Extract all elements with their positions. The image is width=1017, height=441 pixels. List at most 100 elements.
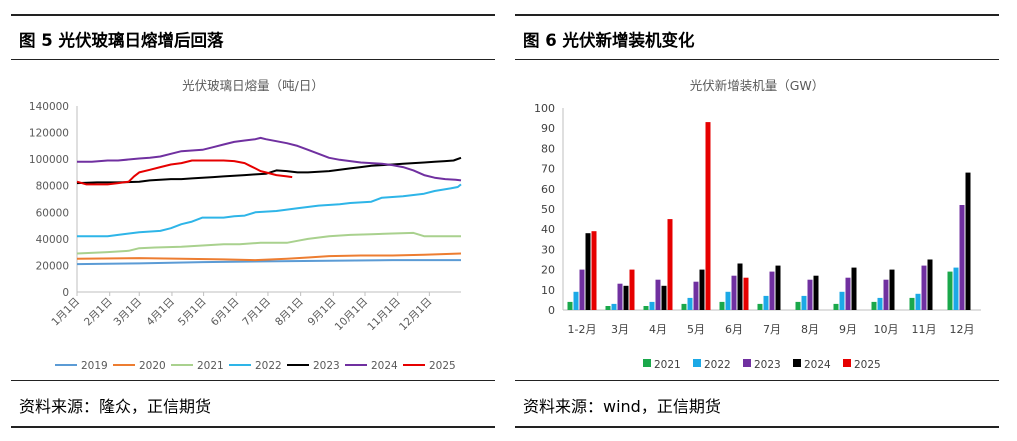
legend-swatch-2021 [643,359,651,367]
y-tick-label: 140000 [29,101,69,113]
bar-2024-4月 [661,285,667,310]
figure-footer: 资料来源：wind，正信期货 [515,380,999,428]
x-tick-label: 5月1日 [176,296,209,329]
y-tick-label: 20000 [36,260,69,272]
bar-2024-10月 [889,269,895,310]
y-tick-label: 30 [541,243,555,256]
bar-2021-5月 [681,303,687,310]
bar-2022-12月 [953,267,959,310]
figure-header: 图 6 光伏新增装机变化 [515,14,999,60]
series-line-2022 [77,183,462,238]
bar-2022-9月 [839,291,845,310]
x-tick-label: 3月1日 [112,296,145,329]
y-tick-label: 10 [541,284,555,297]
bar-2023-5月 [693,281,699,310]
legend-label-2019: 2019 [81,360,108,372]
x-tick-label: 1月1日 [49,296,82,329]
legend-label-2021: 2021 [197,360,224,372]
figure-panel-pv-installs: 图 6 光伏新增装机变化 光伏新增装机量（GW） 0 10 20 30 40 50 60 70 8… [515,14,999,428]
x-tick-label: 1-2月 [568,323,597,336]
bar-2024-8月 [813,275,819,310]
legend-label-2021: 2021 [654,359,681,371]
series-line-2025 [76,159,293,186]
bar-2022-3月 [611,303,617,310]
y-tick-label: 50 [541,203,555,216]
bar-2024-5月 [699,269,705,310]
x-tick-label: 5月 [687,323,705,336]
bar-2023-6月 [731,275,737,310]
x-tick-label: 6月1日 [209,296,242,329]
series-line-2019 [76,259,461,266]
legend-label-2023: 2023 [313,360,340,372]
source-note: 资料来源：wind，正信期货 [523,397,721,416]
bar-2023-4月 [655,279,661,310]
figure-footer: 资料来源：隆众，正信期货 [11,380,495,428]
chart-title: 光伏新增装机量（GW） [690,78,825,93]
bar-2025-3月 [629,269,635,310]
legend-swatch-2023 [743,359,751,367]
x-tick-label: 6月 [725,323,743,336]
bar-2021-6月 [719,301,725,310]
bar-2022-8月 [801,295,807,310]
bar-2022-6月 [725,291,731,310]
bar-2021-10月 [871,301,877,310]
y-tick-label: 60000 [36,207,69,219]
x-tick-label: 8月 [801,323,819,336]
bar-2021-9月 [833,303,839,310]
bar-chart: 光伏新增装机量（GW） 0 10 20 30 40 50 60 70 80 90 100 1-2月 3月 4… [534,78,981,371]
y-tick-label: 80 [541,142,555,155]
y-tick-label: 40000 [36,234,69,246]
bar-2021-4月 [643,306,649,310]
bar-2021-1-2月 [567,301,573,310]
x-tick-label: 7月 [763,323,781,336]
bar-2025-1-2月 [591,231,597,310]
legend-label-2025: 2025 [429,360,456,372]
chart-title: 光伏玻璃日熔量（吨/日） [182,78,324,93]
bar-2023-7月 [769,271,775,310]
bar-2023-1-2月 [579,269,585,310]
bar-2024-7月 [775,265,781,310]
y-tick-label: 60 [541,183,555,196]
y-tick-label: 90 [541,122,555,135]
x-tick-label: 12月 [950,323,975,336]
bar-2024-1-2月 [585,233,591,310]
bar-2023-10月 [883,279,889,310]
x-tick-label: 9月 [839,323,857,336]
bar-2025-4月 [667,219,673,310]
y-tick-label: 20 [541,264,555,277]
x-tick-label: 3月 [611,323,629,336]
bar-2021-7月 [757,303,763,310]
bar-2021-12月 [947,271,953,310]
bar-2022-11月 [915,293,921,310]
y-tick-label: 100 [534,102,555,115]
bar-2024-11月 [927,259,933,310]
bar-2023-3月 [617,283,623,310]
bar-2022-5月 [687,297,693,310]
bar-2022-10月 [877,297,883,310]
source-note: 资料来源：隆众，正信期货 [19,397,212,416]
y-tick-label: 70 [541,163,555,176]
x-tick-label: 7月1日 [240,296,273,329]
bar-2023-12月 [959,205,965,310]
bar-2024-9月 [851,267,857,310]
y-tick-label: 40 [541,223,555,236]
legend-swatch-2025 [843,359,851,367]
figure-header: 图 5 光伏玻璃日熔增后回落 [11,14,495,60]
legend-label-2025: 2025 [854,359,881,371]
x-tick-label: 11月 [912,323,937,336]
series-line-2020 [76,252,462,262]
series-line-2024 [77,136,462,182]
y-tick-label: 80000 [36,181,69,193]
x-tick-label: 10月1日 [333,296,371,334]
legend-label-2024: 2024 [804,359,831,371]
bar-2023-9月 [845,277,851,310]
y-tick-label: 120000 [29,128,69,140]
legend-label-2022: 2022 [255,360,282,372]
bar-2024-6月 [737,263,743,310]
legend-label-2020: 2020 [139,360,166,372]
bar-2023-8月 [807,279,813,310]
legend-label-2022: 2022 [704,359,731,371]
bar-2023-11月 [921,265,927,310]
line-chart: 光伏玻璃日熔量（吨/日） 0 20000 40000 60000 80000 100000 1… [29,78,462,372]
series-line-2021 [76,231,461,255]
